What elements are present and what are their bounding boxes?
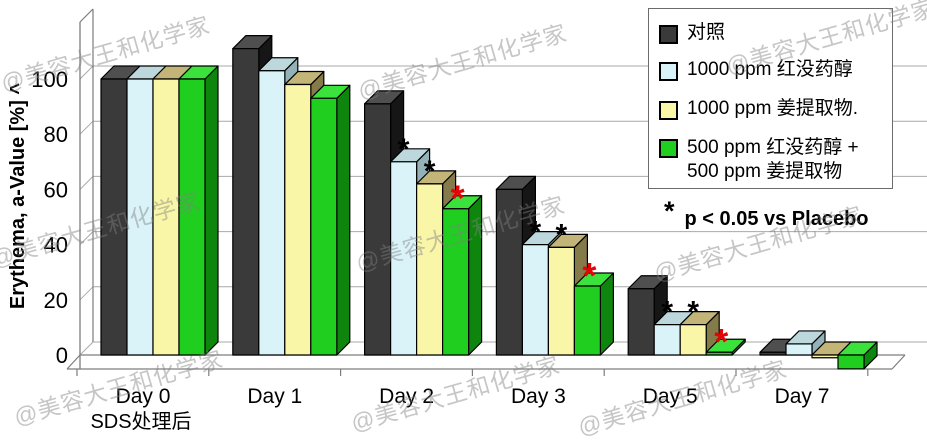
black-asterisk-day5: * xyxy=(687,296,699,329)
wall-tick-100 xyxy=(79,65,94,80)
bar-day1-s3 xyxy=(310,97,338,356)
bar-day3-s3 xyxy=(599,272,615,356)
wall-tick-20 xyxy=(79,286,94,301)
floor-right-edge xyxy=(891,354,906,370)
x-tick-label-day0: Day 0 xyxy=(116,385,171,408)
significance-note: * p < 0.05 vs Placebo xyxy=(664,196,869,231)
legend: 对照 1000 ppm 红没药醇 1000 ppm 姜提取物. 500 ppm … xyxy=(648,8,893,189)
y-axis-title: Erythema, a-Value [%] ^ xyxy=(7,83,29,310)
black-asterisk-day2: * xyxy=(398,133,410,166)
red-asterisk-day5: * xyxy=(714,321,728,362)
x-tick-sublabel: SDS处理后 xyxy=(90,410,191,433)
legend-item-control: 对照 xyxy=(659,21,886,45)
bar-day2-s2 xyxy=(416,183,444,356)
legend-swatch-bisabolol xyxy=(659,62,678,81)
wall-tick-40 xyxy=(79,231,94,245)
black-asterisk-day3: * xyxy=(530,216,542,249)
legend-label-bisabolol: 1000 ppm 红没药醇 xyxy=(687,59,853,80)
legend-item-bisabolol: 1000 ppm 红没药醇 xyxy=(659,58,886,82)
x-tick-label-day1: Day 1 xyxy=(247,385,302,408)
black-asterisk-day3: * xyxy=(556,218,568,251)
bar-day5-s3 xyxy=(705,351,733,356)
bar-day0-s1 xyxy=(126,78,154,356)
bar-day7-s3 xyxy=(837,354,865,370)
bar-day7-s0 xyxy=(759,351,787,356)
wall-tick-60 xyxy=(79,176,94,190)
black-asterisk-day5: * xyxy=(661,296,673,329)
bar-day1-s3 xyxy=(336,84,351,356)
bar-day0-s3 xyxy=(204,65,219,356)
significance-asterisk: * xyxy=(664,196,675,226)
x-tick-label-day3: Day 3 xyxy=(511,385,566,408)
bar-day1-s2 xyxy=(284,83,312,356)
bar-day3-s0 xyxy=(495,188,523,356)
x-tick-label-day7: Day 7 xyxy=(775,385,830,408)
significance-text: p < 0.05 vs Placebo xyxy=(684,208,869,230)
legend-label-ginger: 1000 ppm 姜提取物. xyxy=(687,98,859,119)
bar-day0-s2 xyxy=(152,78,180,356)
red-asterisk-day3: * xyxy=(582,255,596,296)
legend-swatch-ginger xyxy=(659,101,678,120)
bar-day0-s0 xyxy=(100,78,128,356)
bar-day5-s2 xyxy=(679,324,707,356)
floor-left-edge xyxy=(66,354,81,370)
bar-day2-s1 xyxy=(390,161,418,356)
wall-tick-0 xyxy=(79,341,94,356)
red-asterisk-day2: * xyxy=(451,178,465,219)
bar-day1-s1 xyxy=(258,70,286,356)
legend-label-control: 对照 xyxy=(687,22,726,43)
y-tick-label-0: 0 xyxy=(56,343,68,368)
bar-day2-s3 xyxy=(468,195,483,356)
y-tick-label-60: 60 xyxy=(44,177,68,202)
legend-swatch-control xyxy=(659,25,678,44)
bar-day3-s3 xyxy=(573,285,602,356)
bar-day2-s3 xyxy=(442,208,470,356)
bar-day5-s0 xyxy=(627,288,655,356)
bar-day7-s1 xyxy=(785,343,813,356)
bar-day5-s1 xyxy=(653,324,681,356)
bar-day0-s3 xyxy=(178,78,206,356)
y-tick-label-100: 100 xyxy=(31,67,68,92)
bar-day2-s0 xyxy=(364,103,392,356)
wall-tick-80 xyxy=(79,120,94,135)
legend-label-combination: 500 ppm 红没药醇 + 500 ppm 姜提取物 xyxy=(687,137,859,182)
legend-item-ginger: 1000 ppm 姜提取物. xyxy=(659,97,886,121)
wall-top-edge xyxy=(79,8,94,23)
y-tick-label-20: 20 xyxy=(44,288,68,313)
legend-swatch-combination xyxy=(659,139,678,158)
black-asterisk-day2: * xyxy=(424,155,436,188)
bar-day3-s2 xyxy=(547,246,576,356)
bar-day1-s0 xyxy=(232,48,260,356)
bar-day3-s1 xyxy=(521,244,550,356)
x-tick-label-day5: Day 5 xyxy=(643,385,698,408)
x-tick-label-day2: Day 2 xyxy=(379,385,434,408)
y-tick-label-80: 80 xyxy=(44,122,68,147)
bar-day7-s2 xyxy=(811,354,839,359)
legend-item-combination: 500 ppm 红没药醇 + 500 ppm 姜提取物 xyxy=(659,136,886,184)
y-tick-label-40: 40 xyxy=(44,233,68,258)
